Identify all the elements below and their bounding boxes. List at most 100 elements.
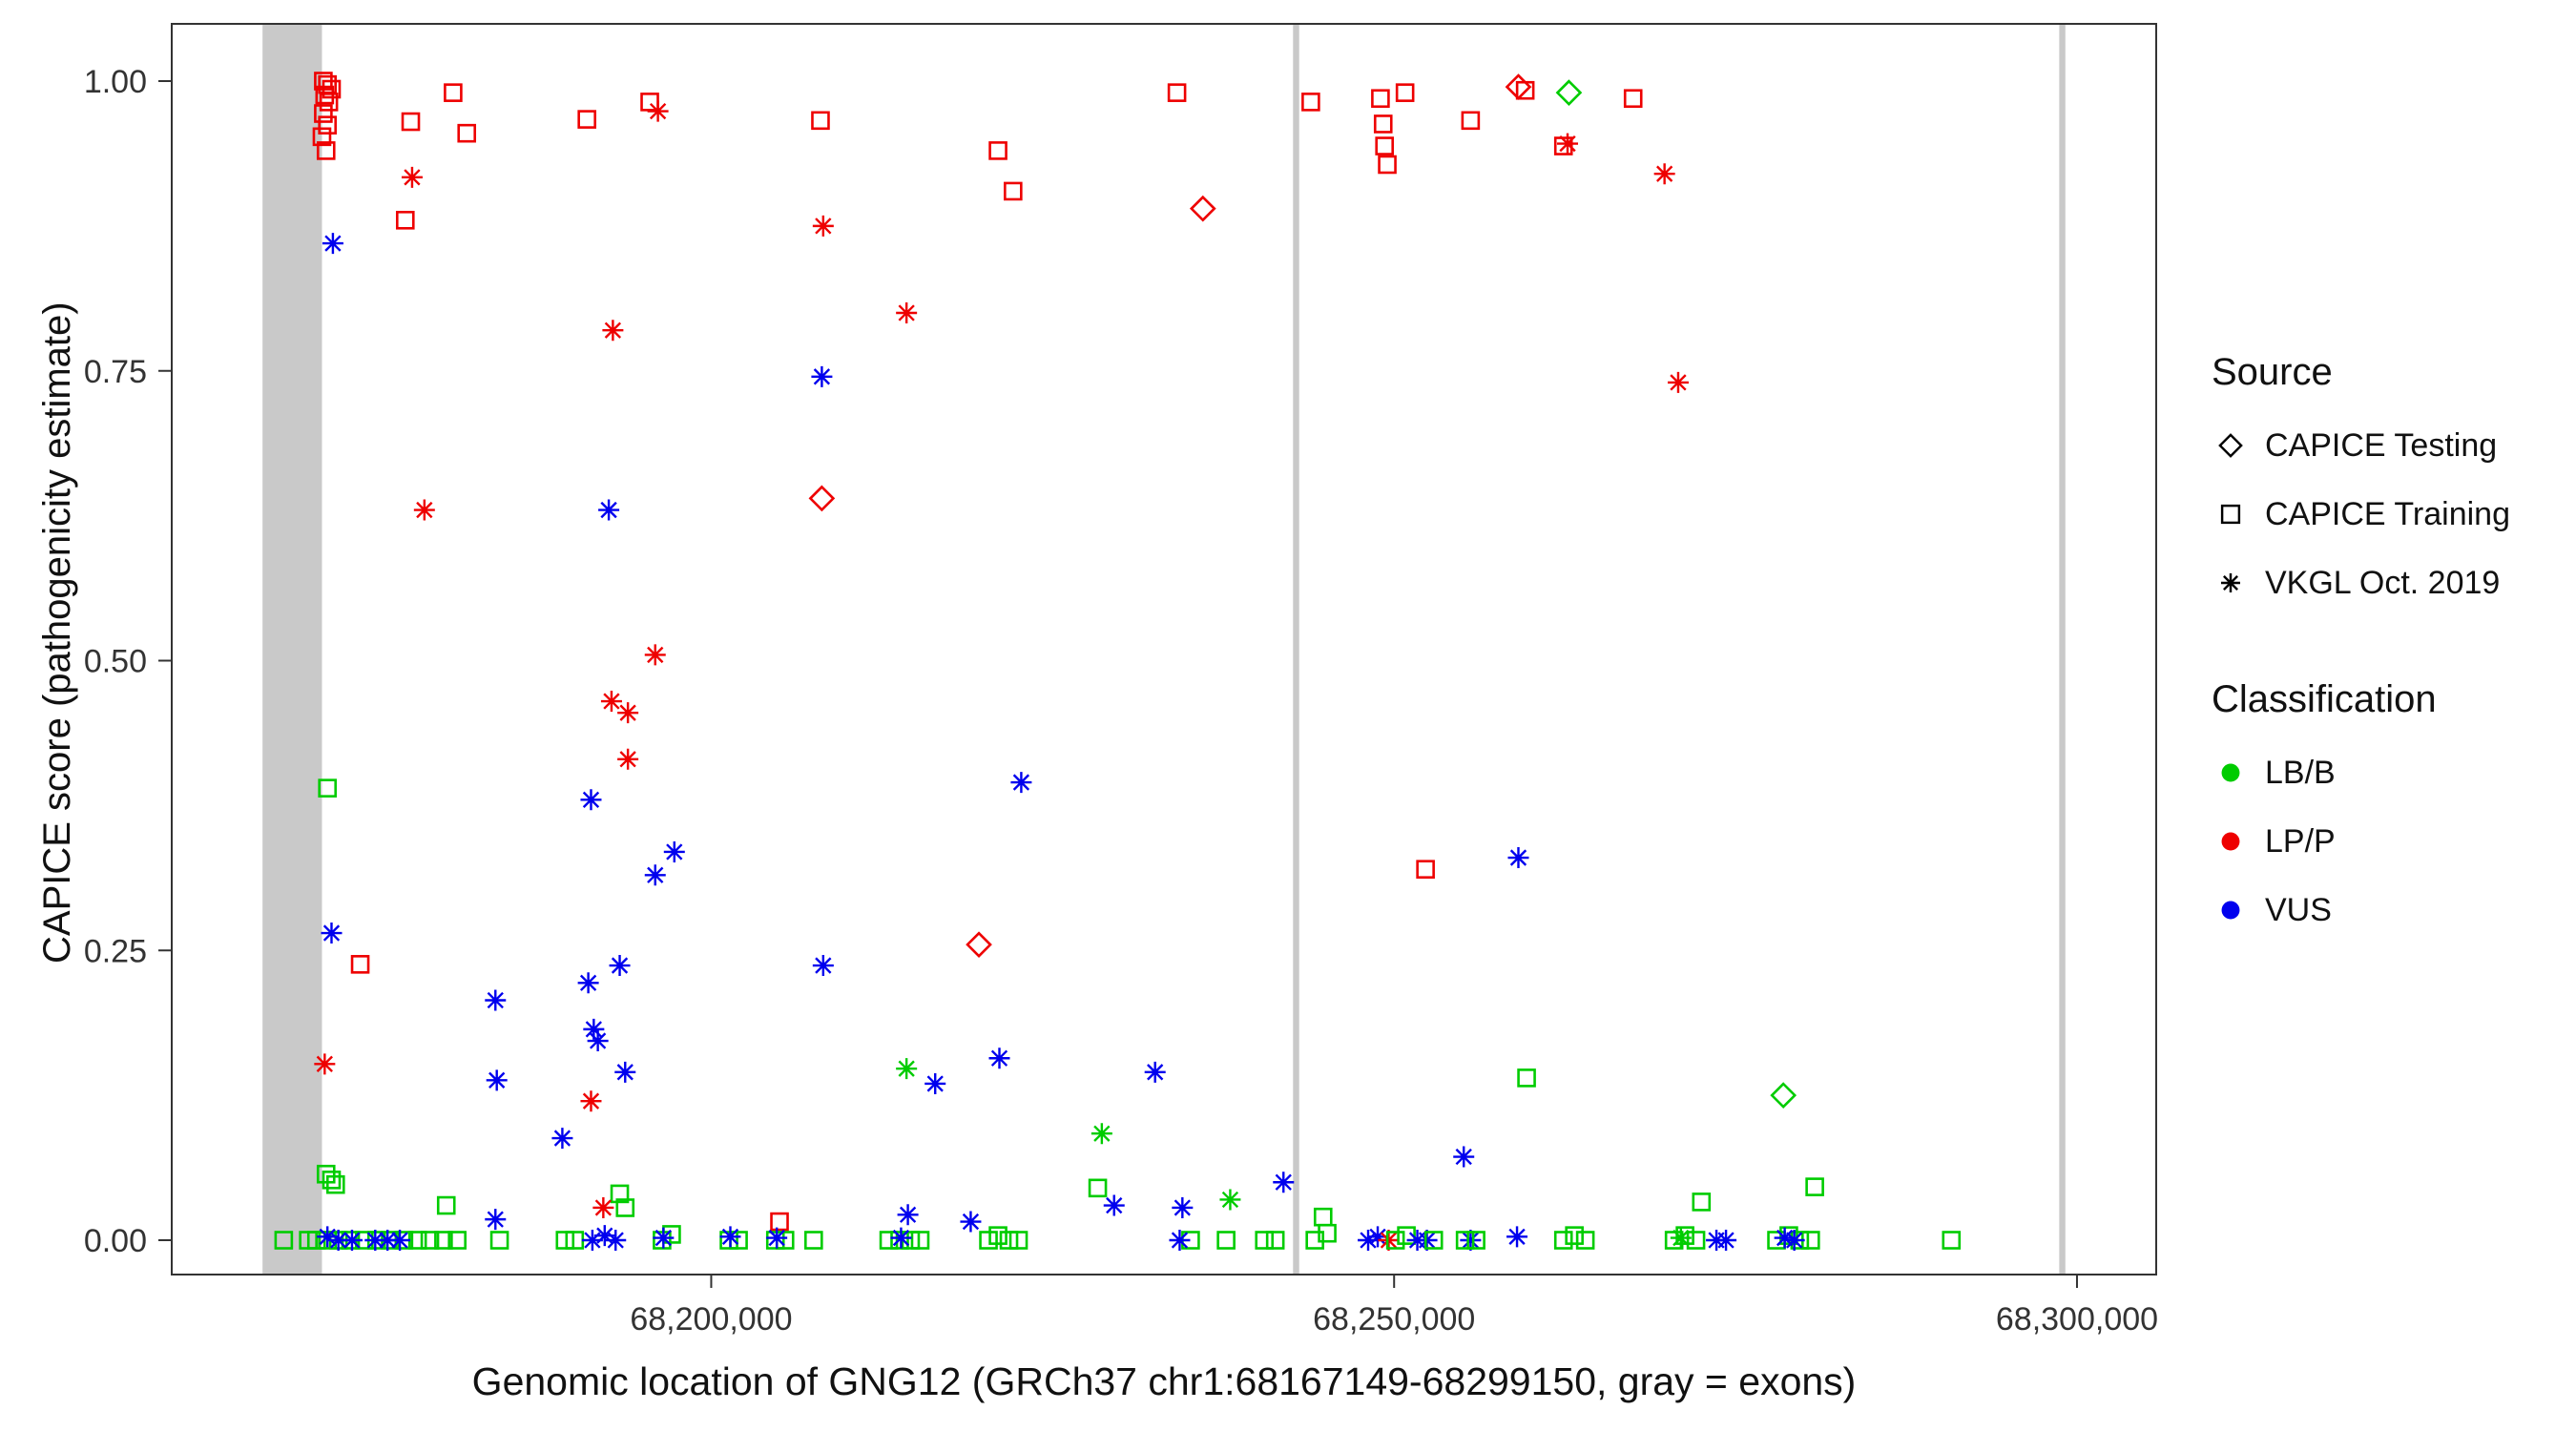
data-point	[420, 1231, 440, 1250]
data-point	[811, 111, 830, 131]
data-point	[593, 1225, 615, 1247]
data-point	[318, 115, 337, 135]
data-point	[318, 778, 337, 798]
data-point	[1507, 847, 1529, 869]
data-point	[485, 989, 507, 1011]
data-point	[617, 748, 639, 770]
data-point	[434, 1231, 453, 1250]
data-point	[1670, 1227, 1692, 1249]
legend-item-label: VKGL Oct. 2019	[2265, 564, 2501, 601]
panel-border	[171, 23, 2157, 1275]
exon-band	[262, 24, 322, 1275]
data-point	[312, 127, 332, 147]
data-point	[1301, 93, 1320, 112]
data-point	[1167, 83, 1187, 102]
data-point	[1358, 1230, 1380, 1251]
data-point	[1461, 111, 1481, 131]
data-point	[598, 499, 620, 521]
data-point	[999, 1231, 1019, 1250]
data-point	[812, 215, 834, 237]
data-point	[377, 1230, 399, 1251]
legend-item-label: LP/P	[2265, 822, 2336, 860]
legend-classification-title: Classification	[2212, 678, 2437, 720]
data-point	[1010, 772, 1032, 794]
data-point	[653, 1231, 672, 1250]
data-point	[1378, 1230, 1400, 1251]
data-point	[1373, 114, 1393, 134]
data-point	[1675, 1226, 1694, 1245]
data-point	[1555, 79, 1583, 106]
data-point	[910, 1231, 930, 1250]
data-point	[587, 1030, 609, 1052]
data-point	[1805, 1177, 1824, 1196]
data-point	[1623, 89, 1643, 109]
data-point	[413, 499, 435, 521]
data-point	[1371, 89, 1390, 109]
data-point	[1103, 1194, 1125, 1216]
data-point	[1565, 1226, 1584, 1245]
data-point	[1515, 80, 1535, 100]
legend-item-lbb: LB/B	[2212, 738, 2566, 807]
x-axis: 68,200,000 68,250,000 68,300,000	[630, 1275, 2158, 1338]
blue-dot-icon	[2221, 901, 2240, 920]
data-point	[565, 1231, 585, 1250]
data-point	[444, 83, 463, 102]
data-point	[592, 1196, 614, 1218]
data-point	[811, 365, 833, 387]
data-point	[1686, 1231, 1706, 1250]
data-point	[1801, 1231, 1820, 1250]
data-point	[1553, 136, 1573, 156]
data-point	[804, 1231, 823, 1250]
data-point	[1423, 1231, 1444, 1250]
x-tick-label: 68,200,000	[630, 1301, 792, 1338]
data-point	[321, 923, 343, 944]
data-point	[1318, 1223, 1337, 1243]
data-point	[1416, 860, 1435, 880]
data-point	[1783, 1230, 1805, 1251]
data-point	[1770, 1082, 1797, 1109]
data-point	[364, 1230, 386, 1251]
data-point	[316, 141, 336, 160]
data-point	[401, 166, 423, 188]
data-point	[580, 1090, 602, 1112]
data-point	[1169, 1230, 1191, 1251]
data-point	[1453, 1146, 1475, 1168]
data-point	[610, 1184, 630, 1204]
data-point	[1273, 1172, 1295, 1193]
data-point	[808, 485, 836, 512]
legend-item-lpp: LP/P	[2212, 807, 2566, 876]
data-point	[719, 1226, 741, 1248]
data-point	[1008, 1231, 1028, 1250]
data-point	[551, 1128, 573, 1150]
data-point	[577, 110, 596, 129]
data-point	[1172, 1196, 1194, 1218]
legend-item-label: CAPICE Training	[2265, 495, 2510, 532]
data-point	[577, 972, 599, 994]
legend-item-label: LB/B	[2265, 754, 2336, 791]
data-point	[1505, 73, 1532, 100]
legend-item-label: VUS	[2265, 891, 2332, 928]
data-point	[647, 100, 669, 122]
data-point	[1557, 133, 1579, 155]
data-point	[896, 1058, 918, 1080]
data-point	[1004, 181, 1023, 201]
data-point	[457, 123, 477, 143]
legend-source-title: Source	[2212, 351, 2333, 393]
data-point	[1144, 1061, 1166, 1083]
data-point	[1189, 195, 1216, 222]
green-dot-icon	[2221, 763, 2240, 782]
data-point	[1715, 1230, 1737, 1251]
data-point	[447, 1231, 467, 1250]
data-point	[1416, 1230, 1438, 1251]
data-point	[1466, 1231, 1485, 1250]
data-point	[322, 1171, 342, 1190]
data-point	[988, 1226, 1008, 1245]
legend-item-vus: VUS	[2212, 876, 2566, 944]
data-point	[979, 1231, 998, 1250]
data-point	[317, 1226, 339, 1248]
data-point	[555, 1231, 575, 1250]
data-point	[602, 320, 624, 342]
data-point	[890, 1227, 912, 1249]
x-tick-label: 68,300,000	[1996, 1301, 2158, 1338]
data-point	[314, 1053, 336, 1075]
